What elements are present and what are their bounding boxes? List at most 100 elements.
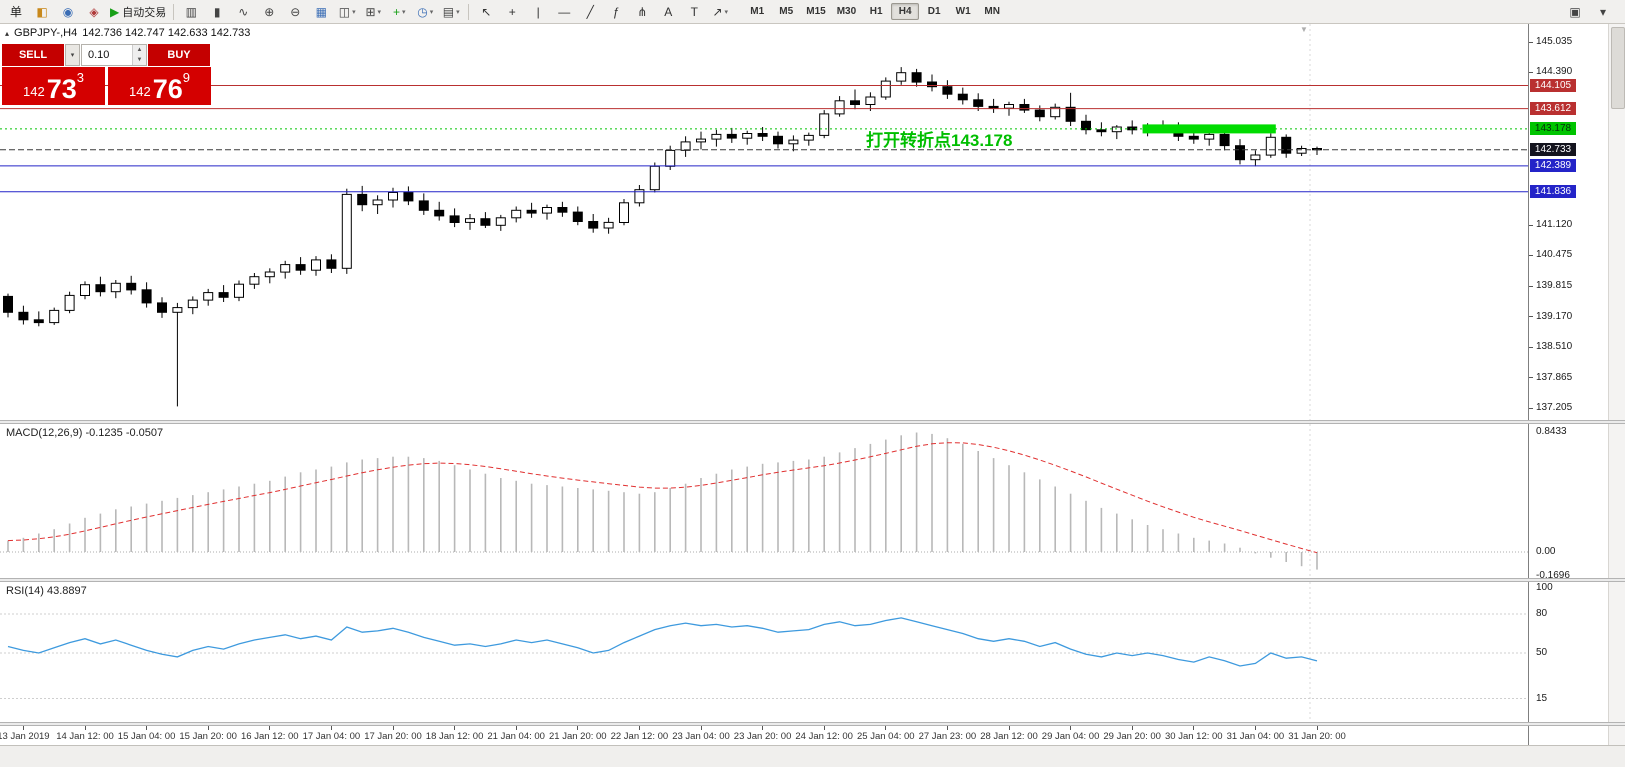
market-watch-icon[interactable]: ◈ xyxy=(81,1,107,23)
zoom-out-icon-glyph: ⊖ xyxy=(290,4,301,19)
chart-window-icon[interactable]: ◧ xyxy=(29,1,55,23)
timeframe-button-h4[interactable]: H4 xyxy=(891,3,920,20)
panel-separator[interactable] xyxy=(0,578,1625,582)
new-window-icon[interactable]: ▣ xyxy=(1562,1,1588,23)
pitchfork-icon[interactable]: ⋔ xyxy=(629,1,655,23)
price-axis-label: 145.035 xyxy=(1536,36,1573,48)
one-click-trading-panel: SELL ▾ ▲ ▼ BUY 142 73 3 142 76 9 xyxy=(2,44,214,105)
new-order-button[interactable]: 单 xyxy=(3,1,29,23)
zoom-in-icon[interactable]: ⊕ xyxy=(256,1,282,23)
scrollbar-thumb[interactable] xyxy=(1611,27,1625,109)
pitchfork-icon-glyph: ⋔ xyxy=(637,4,648,19)
time-axis-tick xyxy=(885,726,887,730)
horizontal-line-icon-glyph: — xyxy=(558,4,571,19)
price-chart-canvas[interactable] xyxy=(0,24,1528,420)
bar-chart-icon[interactable]: ▥ xyxy=(178,1,204,23)
price-line-label: 144.105 xyxy=(1530,78,1576,92)
profiles-icon[interactable]: ◉ xyxy=(55,1,81,23)
time-axis[interactable]: 13 Jan 2019 14 Jan 12: 00 15 Jan 04: 00 15 … xyxy=(0,726,1528,745)
sell-price-button[interactable]: 142 73 3 xyxy=(2,67,105,105)
rsi-panel-canvas[interactable] xyxy=(0,582,1528,722)
timeframe-button-w1[interactable]: W1 xyxy=(955,6,971,17)
arrange-windows-icon[interactable]: ⊞ ▾ xyxy=(360,1,386,23)
macd-indicator-label: MACD(12,26,9) -0.1235 -0.0507 xyxy=(6,427,164,439)
timeframe-button-h1[interactable]: H1 xyxy=(869,6,883,17)
tile-windows-icon[interactable]: ▦ xyxy=(308,1,334,23)
timeframe-button-m30[interactable]: M30 xyxy=(836,6,857,17)
time-axis-label: 30 Jan 12: 00 xyxy=(1165,731,1223,742)
time-axis-tick xyxy=(269,726,271,730)
volume-dropdown-button[interactable]: ▾ xyxy=(65,44,80,66)
tile-windows-icon-glyph: ▦ xyxy=(315,4,327,19)
timeframe-button-m1[interactable]: M1 xyxy=(750,6,765,17)
arrow-tool-icon[interactable]: ↗ ▾ xyxy=(707,1,733,23)
axis-tick xyxy=(1529,254,1533,256)
new-window-icon-glyph: ▣ xyxy=(1569,4,1581,19)
timeframe-button-mn[interactable]: MN xyxy=(984,6,1000,17)
chart-shift-marker-icon[interactable]: ▼ xyxy=(1300,25,1308,34)
trendline-icon-glyph: ╱ xyxy=(586,4,594,19)
time-axis-label: 16 Jan 12: 00 xyxy=(241,731,299,742)
trade-panel-controls: SELL ▾ ▲ ▼ BUY xyxy=(2,44,214,66)
window-menu-icon-glyph: ▾ xyxy=(1599,4,1607,19)
axis-tick xyxy=(1529,407,1533,409)
vertical-scrollbar[interactable] xyxy=(1608,24,1625,745)
candlestick-chart-icon[interactable]: ▮ xyxy=(204,1,230,23)
price-axis[interactable]: 145.035 144.390 141.120 140.475 139.815 139.1… xyxy=(1528,24,1608,745)
periods-clock-icon[interactable]: ◷ ▾ xyxy=(412,1,438,23)
text-label-icon[interactable]: T xyxy=(681,1,707,23)
sell-price-main: 142 xyxy=(23,84,45,99)
macd-axis-label: 0.00 xyxy=(1536,546,1556,557)
templates-icon[interactable]: ▤ ▾ xyxy=(438,1,464,23)
time-axis-tick xyxy=(1131,726,1133,730)
time-axis-label: 15 Jan 20: 00 xyxy=(179,731,237,742)
price-axis-label: 140.475 xyxy=(1536,249,1573,261)
macd-axis-label: 0.8433 xyxy=(1536,425,1567,437)
price-line-label: 142.733 xyxy=(1530,142,1576,156)
indicators-icon[interactable]: + ▾ xyxy=(386,1,412,23)
line-chart-icon-glyph: ∿ xyxy=(238,4,249,19)
axis-tick xyxy=(1529,71,1533,73)
spinner-down-icon[interactable]: ▼ xyxy=(133,55,146,65)
cascade-windows-icon[interactable]: ◫ ▾ xyxy=(334,1,360,23)
crosshair-icon[interactable]: + xyxy=(499,1,525,23)
line-chart-icon[interactable]: ∿ xyxy=(230,1,256,23)
panel-separator[interactable] xyxy=(0,722,1625,726)
buy-button[interactable]: BUY xyxy=(148,44,210,66)
volume-input[interactable] xyxy=(82,45,132,65)
timeframe-button-m5[interactable]: M5 xyxy=(779,6,794,17)
macd-axis-label: -0.1696 xyxy=(1536,570,1570,582)
spinner-up-icon[interactable]: ▲ xyxy=(133,45,146,55)
panel-separator[interactable] xyxy=(0,420,1625,424)
time-axis-tick xyxy=(1193,726,1195,730)
price-axis-label: 141.120 xyxy=(1536,219,1573,231)
time-axis-label: 17 Jan 04: 00 xyxy=(302,731,361,742)
timeframe-button-d1[interactable]: D1 xyxy=(927,6,941,17)
trade-panel-prices: 142 73 3 142 76 9 xyxy=(2,67,214,105)
zoom-in-icon-glyph: ⊕ xyxy=(264,4,275,19)
time-axis-label: 21 Jan 04: 00 xyxy=(487,731,545,742)
horizontal-line-icon[interactable]: — xyxy=(551,1,577,23)
timeframe-button-m15[interactable]: M15 xyxy=(806,6,826,17)
window-menu-icon[interactable]: ▾ xyxy=(1590,1,1616,23)
horizontal-scrollbar[interactable] xyxy=(0,745,1625,767)
cursor-icon[interactable]: ↖ xyxy=(473,1,499,23)
trendline-icon[interactable]: ╱ xyxy=(577,1,603,23)
sell-button[interactable]: SELL xyxy=(2,44,64,66)
candlestick-chart-icon-glyph: ▮ xyxy=(213,4,221,19)
volume-spinner[interactable]: ▲ ▼ xyxy=(132,45,146,65)
chart-annotation-text[interactable]: 打开转折点143.178 xyxy=(866,131,1013,150)
time-axis-tick xyxy=(146,726,148,730)
auto-trading-button-glyph: ▶ xyxy=(110,4,120,19)
time-axis-tick xyxy=(515,726,517,730)
macd-panel-canvas[interactable] xyxy=(0,424,1528,578)
zoom-out-icon[interactable]: ⊖ xyxy=(282,1,308,23)
time-axis-label: 14 Jan 12: 00 xyxy=(56,731,114,742)
vertical-line-icon[interactable]: | xyxy=(525,1,551,23)
text-icon[interactable]: A xyxy=(655,1,681,23)
buy-price-button[interactable]: 142 76 9 xyxy=(108,67,211,105)
time-axis-label: 24 Jan 12: 00 xyxy=(795,731,853,742)
fibonacci-icon[interactable]: ƒ xyxy=(603,1,629,23)
auto-trading-button[interactable]: ▶ 自动交易 xyxy=(107,1,169,23)
time-axis-label: 22 Jan 12: 00 xyxy=(610,731,669,742)
